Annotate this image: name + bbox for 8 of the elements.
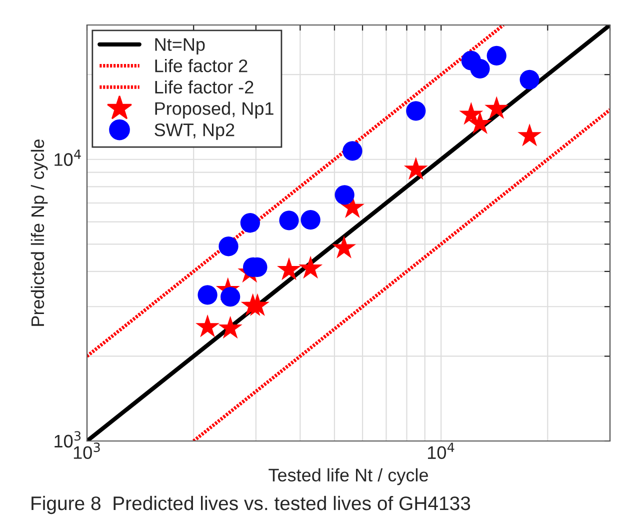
- legend-label: Life factor 2: [155, 58, 248, 72]
- legend-label: Life factor -2: [155, 80, 254, 94]
- legend-label: Nt=Np: [155, 38, 205, 54]
- legend-label: Proposed, Np1: [155, 102, 274, 119]
- y-axis-title: Predicted life Np / cycle: [30, 139, 48, 326]
- x-axis-title: Tested life Nt / cycle: [268, 468, 428, 486]
- legend-label: SWT, Np2: [154, 123, 234, 140]
- caption: Figure 8 Predicted lives vs. tested lives of GH4133: [32, 496, 470, 514]
